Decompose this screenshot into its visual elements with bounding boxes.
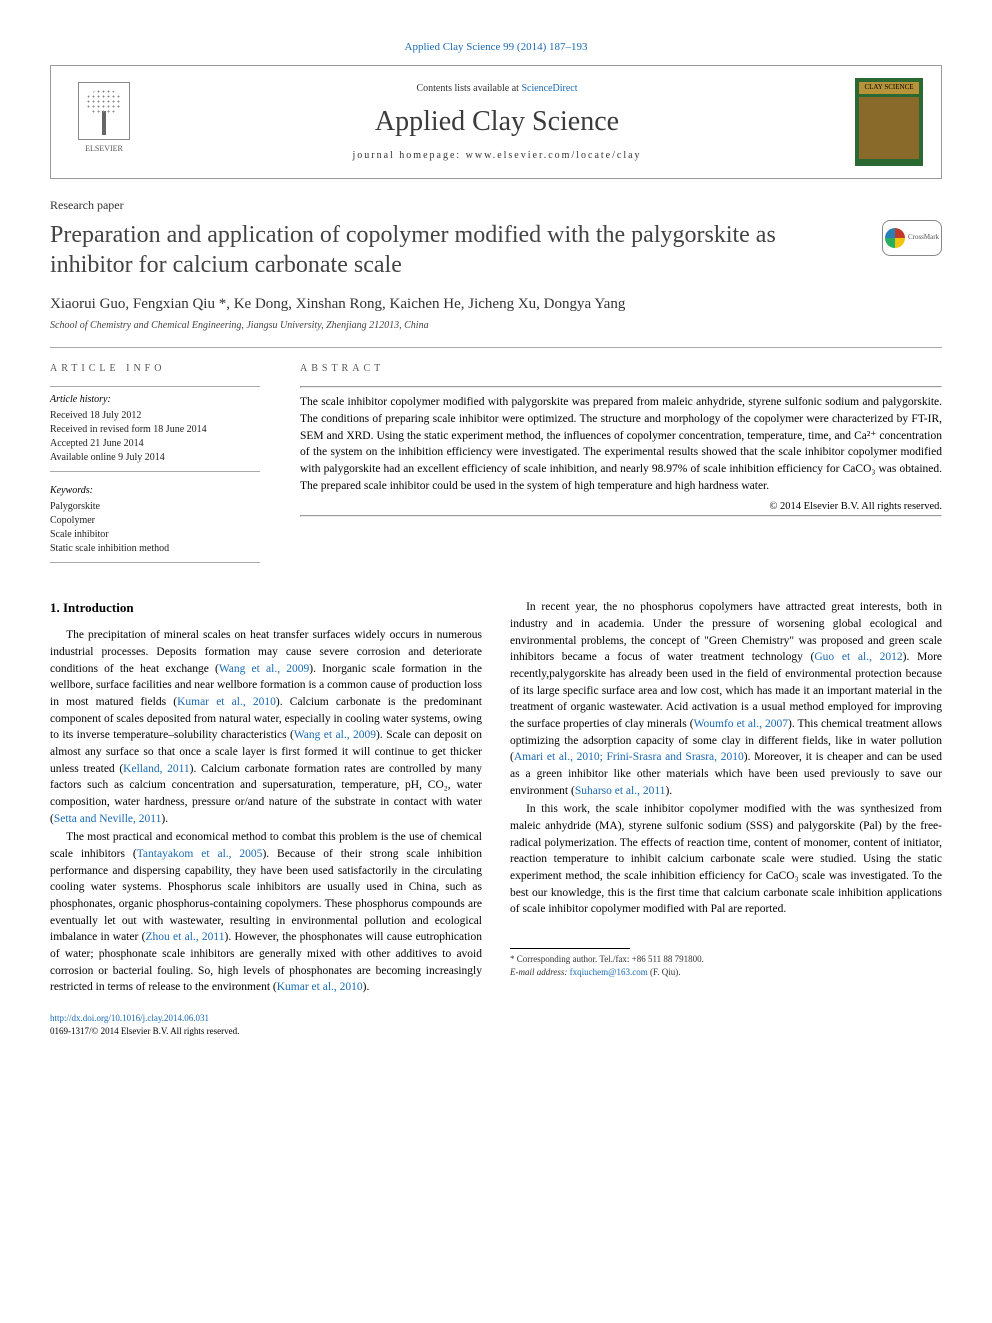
abstract-copyright: © 2014 Elsevier B.V. All rights reserved… — [300, 500, 942, 515]
doi-block: http://dx.doi.org/10.1016/j.clay.2014.06… — [50, 1012, 942, 1037]
author-list: Xiaorui Guo, Fengxian Qiu *, Ke Dong, Xi… — [50, 294, 942, 315]
corr-email-line: E-mail address: fxqiuchem@163.com (F. Qi… — [510, 966, 942, 979]
top-citation: Applied Clay Science 99 (2014) 187–193 — [50, 40, 942, 55]
homepage-prefix: journal homepage: — [352, 150, 465, 161]
sciencedirect-link[interactable]: ScienceDirect — [521, 83, 577, 94]
ref-link[interactable]: Setta and Neville, 2011 — [54, 813, 162, 825]
footnote-rule — [510, 948, 630, 949]
p-text: ). — [665, 785, 672, 797]
paper-title: Preparation and application of copolymer… — [50, 220, 882, 280]
body-paragraph: The most practical and economical method… — [50, 829, 482, 996]
issn-line: 0169-1317/© 2014 Elsevier B.V. All right… — [50, 1025, 942, 1038]
ref-link[interactable]: Tantayakom et al., 2005 — [137, 848, 263, 860]
ref-link[interactable]: Guo et al., 2012 — [814, 651, 902, 663]
article-info: ARTICLE INFO Article history: Received 1… — [50, 362, 260, 569]
publisher-logo: ELSEVIER — [69, 82, 139, 162]
abstract-rule — [300, 386, 942, 388]
keywords-label: Keywords: — [50, 484, 260, 498]
meta-row: ARTICLE INFO Article history: Received 1… — [50, 362, 942, 569]
contents-line: Contents lists available at ScienceDirec… — [139, 82, 855, 96]
article-info-heading: ARTICLE INFO — [50, 362, 260, 376]
email-suffix: (F. Qiu). — [648, 967, 681, 977]
contents-prefix: Contents lists available at — [416, 83, 521, 94]
header-center: Contents lists available at ScienceDirec… — [139, 82, 855, 163]
keyword: Copolymer — [50, 514, 260, 528]
corr-author-line: * Corresponding author. Tel./fax: +86 51… — [510, 953, 942, 966]
crossmark-icon — [885, 228, 905, 248]
doi-link[interactable]: http://dx.doi.org/10.1016/j.clay.2014.06… — [50, 1013, 209, 1023]
crossmark-label: CrossMark — [908, 233, 939, 243]
history-line: Received in revised form 18 June 2014 — [50, 423, 260, 437]
corresponding-footnote: * Corresponding author. Tel./fax: +86 51… — [510, 948, 942, 978]
history-label: Article history: — [50, 393, 260, 407]
abstract-text: The scale inhibitor copolymer modified w… — [300, 394, 942, 494]
info-rule — [50, 386, 260, 387]
ref-link[interactable]: Kumar et al., 2010 — [277, 981, 363, 993]
abstract-heading: ABSTRACT — [300, 362, 942, 376]
keyword: Palygorskite — [50, 500, 260, 514]
keywords-block: Keywords: Palygorskite Copolymer Scale i… — [50, 484, 260, 556]
ref-link[interactable]: Zhou et al., 2011 — [145, 931, 224, 943]
cover-title: CLAY SCIENCE — [859, 82, 919, 94]
p-text: ). Because of their strong scale inhibit… — [50, 848, 482, 943]
info-rule — [50, 562, 260, 563]
paper-type: Research paper — [50, 197, 942, 214]
keyword: Scale inhibitor — [50, 528, 260, 542]
p-text: ). — [363, 981, 370, 993]
divider — [50, 347, 942, 348]
ref-link[interactable]: Amari et al., 2010; Frini-Srasra and Sra… — [514, 751, 744, 763]
journal-header: ELSEVIER Contents lists available at Sci… — [50, 65, 942, 179]
journal-name: Applied Clay Science — [139, 102, 855, 141]
ref-link[interactable]: Wang et al., 2009 — [294, 729, 376, 741]
ref-link[interactable]: Kelland, 2011 — [123, 763, 190, 775]
affiliation: School of Chemistry and Chemical Enginee… — [50, 319, 942, 333]
homepage-url: www.elsevier.com/locate/clay — [466, 150, 642, 161]
elsevier-tree-icon — [78, 82, 130, 140]
ref-link[interactable]: Wang et al., 2009 — [219, 663, 309, 675]
email-link[interactable]: fxqiuchem@163.com — [570, 967, 648, 977]
body-paragraph: In this work, the scale inhibitor copoly… — [510, 801, 942, 918]
abstract-column: ABSTRACT The scale inhibitor copolymer m… — [300, 362, 942, 569]
history-line: Accepted 21 June 2014 — [50, 437, 260, 451]
info-rule — [50, 471, 260, 472]
p-text: ). — [161, 813, 168, 825]
ref-link[interactable]: Kumar et al., 2010 — [177, 696, 276, 708]
abstract-rule — [300, 515, 942, 517]
section-heading-intro: 1. Introduction — [50, 599, 482, 617]
body-paragraph: The precipitation of mineral scales on h… — [50, 627, 482, 827]
ref-link[interactable]: Woumfo et al., 2007 — [694, 718, 788, 730]
publisher-name: ELSEVIER — [85, 143, 123, 154]
title-row: Preparation and application of copolymer… — [50, 220, 942, 280]
crossmark-badge[interactable]: CrossMark — [882, 220, 942, 256]
cover-image-icon — [859, 97, 919, 159]
citation-link[interactable]: Applied Clay Science 99 (2014) 187–193 — [405, 41, 588, 53]
body-paragraph: In recent year, the no phosphorus copoly… — [510, 599, 942, 799]
journal-homepage: journal homepage: www.elsevier.com/locat… — [139, 149, 855, 163]
ref-link[interactable]: Suharso et al., 2011 — [575, 785, 666, 797]
email-label: E-mail address: — [510, 967, 570, 977]
body-columns: 1. Introduction The precipitation of min… — [50, 599, 942, 996]
authors-text: Xiaorui Guo, Fengxian Qiu *, Ke Dong, Xi… — [50, 296, 625, 312]
history-line: Received 18 July 2012 — [50, 409, 260, 423]
history-line: Available online 9 July 2014 — [50, 451, 260, 465]
journal-cover-thumb: CLAY SCIENCE — [855, 78, 923, 166]
keyword: Static scale inhibition method — [50, 542, 260, 556]
